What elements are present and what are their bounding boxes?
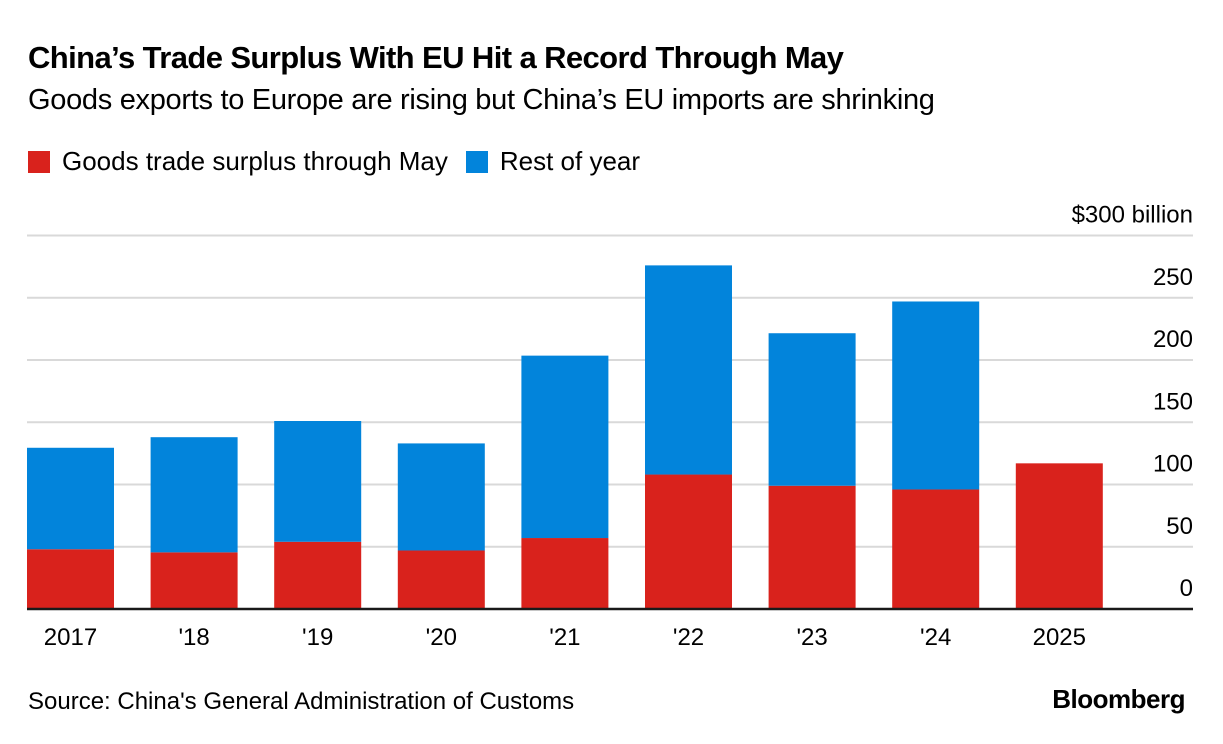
bar-through-may [1015, 463, 1103, 609]
bar-rest-of-year [521, 355, 609, 539]
bar-through-may [768, 485, 856, 609]
y-tick-label: 100 [1153, 451, 1193, 478]
x-axis-labels: 2017 '18 '19 '20 '21 '22 '23 '24 2025 [44, 624, 1086, 651]
x-tick-label: '24 [920, 624, 951, 651]
bloomberg-logo: Bloomberg [1052, 684, 1185, 714]
x-tick-label: '23 [796, 624, 827, 651]
y-axis-labels: 0 50 100 150 200 250 $300 billion [1072, 202, 1193, 603]
x-tick-label: '22 [673, 624, 704, 651]
y-tick-label: 200 [1153, 326, 1193, 353]
y-tick-label: 150 [1153, 388, 1193, 415]
bar-through-may [397, 550, 485, 609]
bar-through-may [521, 538, 609, 609]
y-tick-label: 0 [1180, 575, 1193, 602]
chart-subtitle: Goods exports to Europe are rising but C… [28, 84, 935, 116]
bars [27, 265, 1103, 609]
x-tick-label: 2025 [1033, 624, 1086, 651]
legend-swatch-blue [465, 150, 488, 173]
legend-label: Goods trade surplus through May [62, 146, 448, 176]
bar-through-may [27, 549, 114, 609]
bar-rest-of-year [892, 301, 980, 490]
y-tick-label: $300 billion [1072, 202, 1193, 229]
bar-through-may [645, 474, 732, 609]
legend-label: Rest of year [499, 146, 641, 176]
bar-through-may [150, 552, 238, 609]
source-note: Source: China's General Administration o… [28, 688, 575, 715]
legend-item-rest-of-year: Rest of year [465, 146, 641, 177]
bar-rest-of-year [397, 443, 485, 551]
bar-rest-of-year [645, 265, 732, 475]
x-tick-label: '21 [549, 624, 580, 651]
x-tick-label: '18 [178, 624, 209, 651]
legend-swatch-red [28, 150, 50, 173]
bar-rest-of-year [768, 333, 856, 486]
chart-title: China’s Trade Surplus With EU Hit a Reco… [28, 40, 844, 75]
legend-item-through-may: Goods trade surplus through May [28, 146, 448, 177]
y-tick-label: 50 [1166, 513, 1193, 540]
bar-rest-of-year [274, 421, 362, 542]
legend: Goods trade surplus through May Rest of … [28, 146, 658, 177]
bar-through-may [892, 489, 980, 609]
x-tick-label: 2017 [44, 624, 97, 651]
x-tick-label: '19 [302, 624, 333, 651]
bar-rest-of-year [150, 437, 238, 553]
y-tick-label: 250 [1153, 264, 1193, 291]
bar-through-may [274, 541, 362, 609]
bar-rest-of-year [27, 447, 114, 550]
x-tick-label: '20 [426, 624, 457, 651]
